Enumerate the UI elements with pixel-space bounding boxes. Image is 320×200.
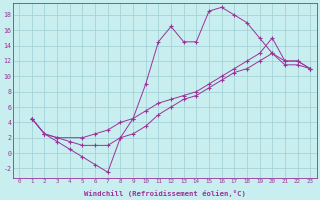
X-axis label: Windchill (Refroidissement éolien,°C): Windchill (Refroidissement éolien,°C) [84,190,246,197]
